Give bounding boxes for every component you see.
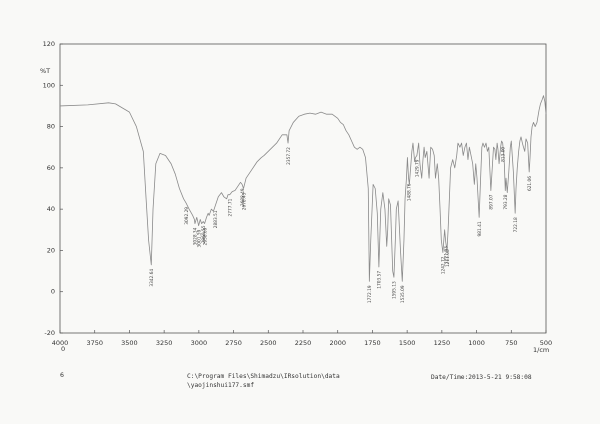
- peak-label: 2958.69: [202, 227, 208, 245]
- y-tick-label: 60: [47, 164, 55, 172]
- peak-label: 897.07: [489, 194, 495, 209]
- peak-label: 2883.51: [213, 210, 219, 228]
- peak-label: 2688.49: [240, 188, 246, 206]
- peak-label: 3342.64: [149, 269, 155, 287]
- x-tick-label: 500: [540, 339, 552, 347]
- y-tick-label: 80: [47, 123, 55, 131]
- x-tick-label: 3750: [86, 339, 103, 347]
- y-tick-label: 0: [51, 288, 55, 296]
- peak-label: 3028.34: [193, 227, 199, 245]
- y-axis-label: %T: [40, 67, 50, 75]
- x-tick-label: 3000: [191, 339, 208, 347]
- peak-label: 722.18: [513, 217, 519, 232]
- x-tick-label: 1500: [399, 339, 416, 347]
- peak-label: 793.28: [503, 194, 509, 209]
- x-axis-ticks: 4000 3750 3500 3250 3000 2750 2500 2250 2000 1750…: [52, 330, 552, 347]
- peak-label: 1488.76: [407, 183, 413, 201]
- peak-label: 1595.13: [392, 281, 398, 299]
- peak-label: 3001.59: [196, 229, 202, 247]
- peak-label: 1211.00: [445, 249, 451, 267]
- spectrum-line: [59, 95, 547, 282]
- peak-label: 813.00: [500, 147, 506, 162]
- page-number: 6: [60, 372, 64, 379]
- y-tick-label: 120: [43, 40, 55, 48]
- peak-label: 2777.71: [228, 198, 234, 216]
- peak-label: 2968.55: [201, 225, 207, 243]
- peak-label: 3092.29: [184, 207, 190, 225]
- y-tick-label: 40: [47, 205, 55, 213]
- x-tick-label: 3500: [121, 339, 138, 347]
- x-axis-exponent: 0: [61, 345, 65, 353]
- peak-label: 2357.72: [286, 147, 292, 165]
- peak-label: 1535.09: [400, 285, 406, 303]
- x-tick-label: 4000: [52, 339, 69, 347]
- plot-frame: [59, 43, 547, 334]
- peak-label: 2678.45: [241, 192, 247, 210]
- x-axis-label: 1/cm: [533, 346, 549, 354]
- peak-label: 1242.72: [441, 256, 447, 274]
- y-axis-ticks: 120 100 80 60 40 20 0 -20: [43, 40, 63, 337]
- x-tick-label: 2500: [260, 339, 277, 347]
- y-tick-label: -20: [44, 329, 55, 337]
- peak-label: 1703.57: [377, 271, 383, 289]
- datetime-stamp: Date/Time:2013-5-21 9:58:08: [431, 374, 532, 381]
- x-tick-label: 1750: [364, 339, 381, 347]
- x-tick-label: 2000: [329, 339, 346, 347]
- peak-label: 1221.93: [444, 246, 450, 264]
- x-tick-label: 750: [505, 339, 517, 347]
- x-tick-label: 3250: [156, 339, 173, 347]
- file-path-line-1: C:\Program Files\Shimadzu\IRsolution\dat…: [187, 373, 340, 380]
- y-tick-label: 100: [43, 81, 55, 89]
- y-tick-label: 20: [47, 246, 55, 254]
- x-tick-label: 1250: [434, 339, 451, 347]
- x-tick-label: 1000: [468, 339, 485, 347]
- peak-label: 1772.19: [367, 285, 373, 303]
- series-layer: [59, 95, 547, 282]
- peak-label: 1429.79: [415, 159, 421, 177]
- file-path-line-2: \yaojinshui177.smf: [187, 382, 255, 389]
- peak-label: 981.41: [477, 221, 483, 236]
- x-tick-label: 2750: [225, 339, 242, 347]
- x-tick-label: 2250: [295, 339, 312, 347]
- peak-label: 621.06: [527, 176, 533, 191]
